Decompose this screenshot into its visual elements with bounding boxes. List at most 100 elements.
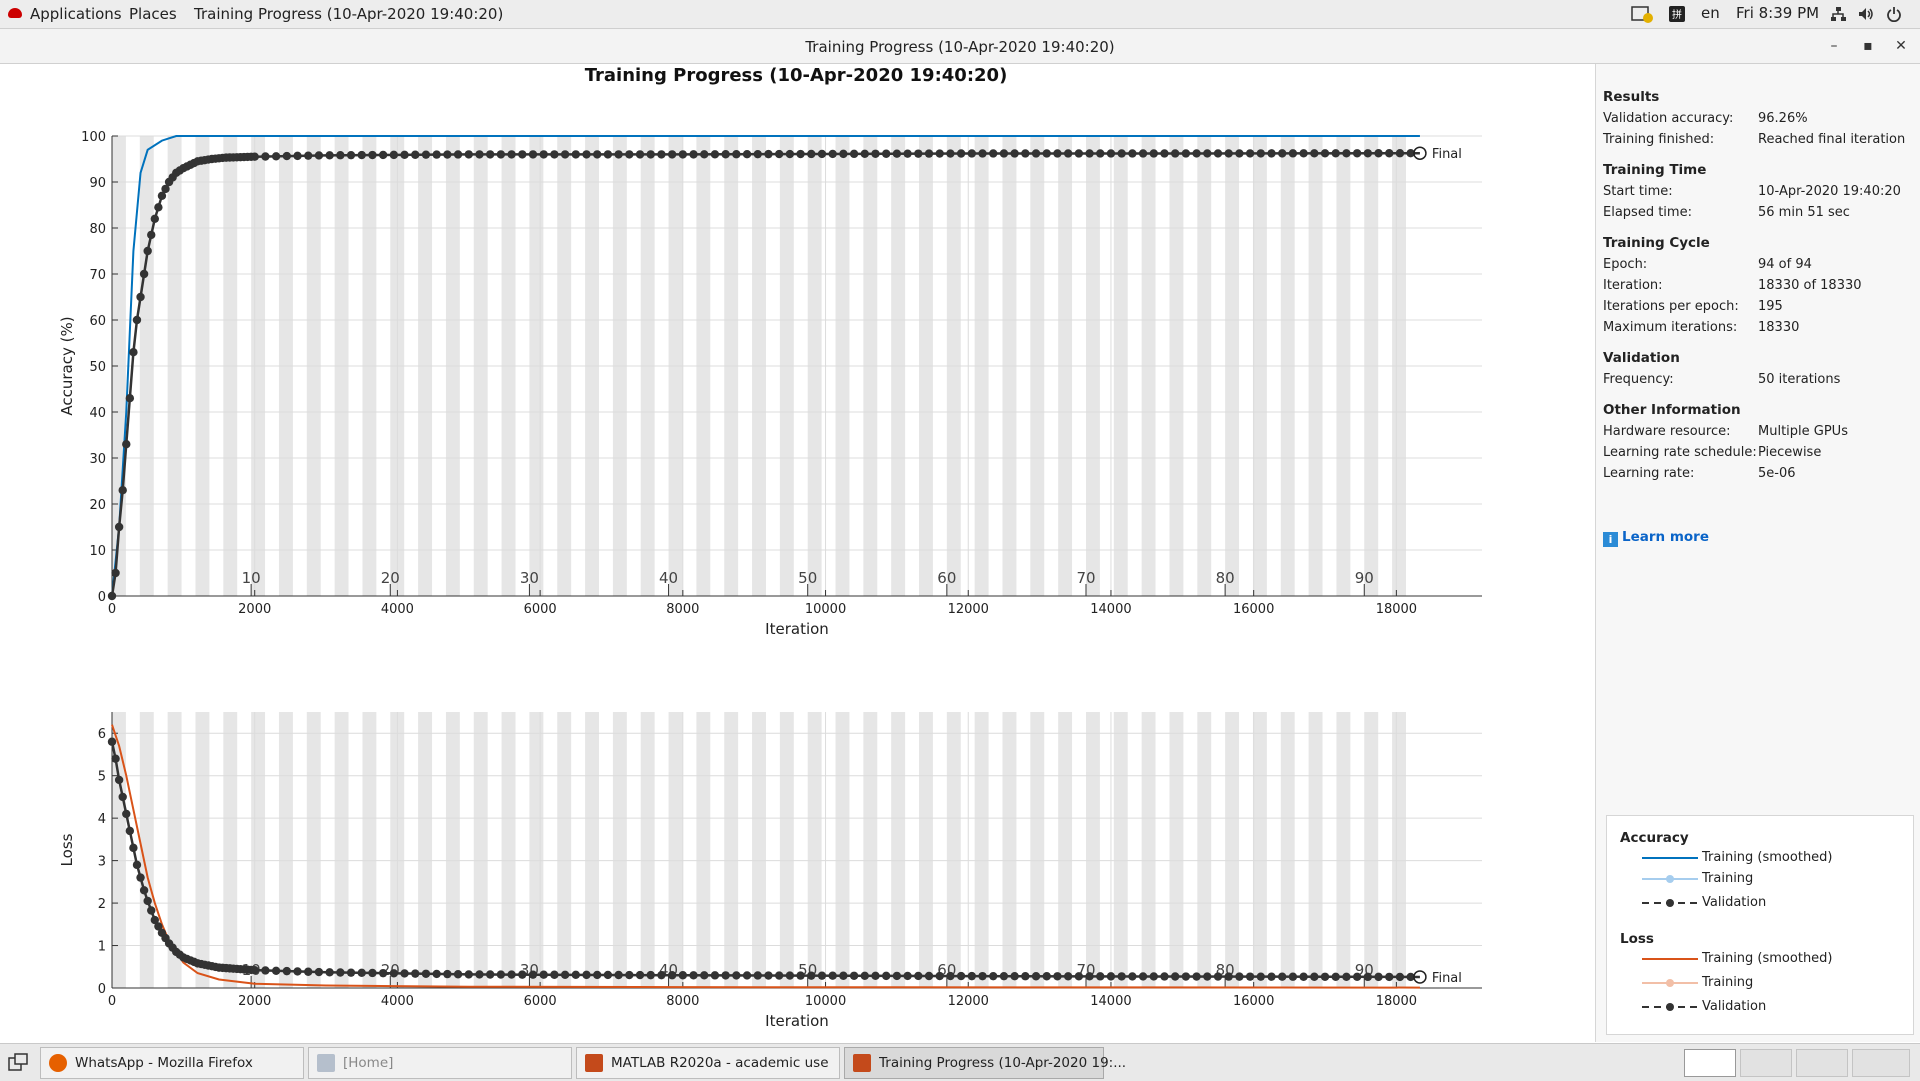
epoch-band <box>557 712 572 988</box>
learn-more-link[interactable]: i Learn more <box>1603 529 1709 547</box>
validation-point <box>785 149 795 159</box>
validation-point <box>1245 149 1255 158</box>
validation-point <box>689 150 698 159</box>
validation-point <box>357 150 366 160</box>
workspace-1[interactable] <box>1684 1049 1736 1077</box>
validation-point <box>796 971 805 980</box>
validation-point <box>764 971 773 980</box>
epoch-band <box>501 712 516 988</box>
y-tick-label: 0 <box>98 590 106 605</box>
validation-point <box>518 150 527 159</box>
workspace-3[interactable] <box>1796 1049 1848 1077</box>
y-tick-label: 90 <box>89 176 106 191</box>
validation-point <box>817 149 827 159</box>
validation-point <box>571 970 581 980</box>
validation-point <box>1374 149 1383 158</box>
minimize-button[interactable]: – <box>1830 38 1838 54</box>
info-icon: i <box>1603 532 1618 547</box>
input-method-icon[interactable]: 拼 <box>1669 6 1685 22</box>
validation-point <box>807 971 816 980</box>
x-tick-label: 14000 <box>1090 994 1131 1009</box>
workspace-2[interactable] <box>1740 1049 1792 1077</box>
legend-item: Training (smoothed) <box>1702 850 1833 865</box>
validation-point <box>1063 972 1073 981</box>
validation-point <box>667 150 677 159</box>
validation-point <box>1288 972 1298 981</box>
validation-point <box>378 968 388 978</box>
validation-point <box>293 967 302 976</box>
places-menu[interactable]: Places <box>129 5 177 23</box>
validation-point <box>989 149 998 158</box>
y-tick-label: 40 <box>89 406 106 421</box>
validation-point <box>1310 149 1319 158</box>
validation-point <box>1245 972 1255 981</box>
legend-item: Validation <box>1702 999 1767 1014</box>
validation-point <box>1310 972 1319 981</box>
y-tick-label: 6 <box>98 727 106 742</box>
validation-point <box>325 151 334 160</box>
top-panel: Applications Places Training Progress (1… <box>0 0 1920 29</box>
validation-point <box>1021 972 1030 981</box>
validation-point <box>1406 972 1415 982</box>
validation-point <box>496 970 506 979</box>
info-value: Multiple GPUs <box>1758 424 1848 439</box>
validation-point <box>1352 972 1362 982</box>
validation-point <box>646 970 655 980</box>
task-home[interactable]: [Home] <box>308 1047 572 1079</box>
x-tick-label: 8000 <box>666 994 699 1009</box>
network-icon[interactable] <box>1830 6 1846 22</box>
validation-point <box>989 971 998 981</box>
x-tick-label: 4000 <box>381 994 414 1009</box>
validation-point <box>136 292 145 302</box>
validation-point <box>485 150 495 159</box>
validation-point <box>304 967 313 976</box>
epoch-band <box>1308 712 1323 988</box>
validation-point <box>764 149 773 159</box>
language-indicator[interactable]: en <box>1701 4 1720 22</box>
clock[interactable]: Fri 8:39 PM <box>1736 4 1820 22</box>
y-tick-label: 80 <box>89 222 106 237</box>
task-training-progress[interactable]: Training Progress (10-Apr-2020 19:... <box>844 1047 1126 1079</box>
workspace-4[interactable] <box>1852 1049 1910 1077</box>
active-window-menu[interactable]: Training Progress (10-Apr-2020 19:40:20) <box>194 5 504 23</box>
validation-point <box>828 971 837 980</box>
validation-point <box>742 149 752 159</box>
final-marker <box>1413 970 1427 984</box>
epoch-band <box>362 712 377 988</box>
volume-icon[interactable] <box>1858 6 1874 22</box>
info-value: 50 iterations <box>1758 372 1841 387</box>
validation-point <box>111 568 120 578</box>
legend-swatch-accuracy-smoothed <box>1642 857 1698 859</box>
applications-menu[interactable]: Applications <box>30 5 122 23</box>
validation-point <box>700 971 709 980</box>
validation-point <box>1181 149 1191 158</box>
maximize-button[interactable]: ▪ <box>1863 38 1873 54</box>
show-desktop-icon[interactable] <box>8 1053 28 1073</box>
y-tick-label: 3 <box>98 855 106 870</box>
task-firefox[interactable]: WhatsApp - Mozilla Firefox <box>40 1047 304 1079</box>
validation-point <box>1031 972 1041 981</box>
x-tick-label: 18000 <box>1376 602 1417 617</box>
validation-point <box>1138 149 1148 158</box>
power-icon[interactable] <box>1886 6 1902 22</box>
validation-point <box>453 150 463 159</box>
validation-point <box>1138 972 1148 981</box>
epoch-band <box>1280 712 1295 988</box>
close-button[interactable]: ✕ <box>1895 38 1907 54</box>
validation-point <box>956 971 966 981</box>
matlab-icon <box>585 1054 603 1072</box>
epoch-band <box>891 712 906 988</box>
validation-point <box>946 971 955 981</box>
epoch-band <box>974 712 989 988</box>
validation-point <box>432 969 441 979</box>
notification-icon[interactable] <box>1630 4 1654 24</box>
info-value: 94 of 94 <box>1758 257 1812 272</box>
validation-point <box>1363 149 1373 158</box>
validation-point <box>721 971 730 980</box>
legend-box: Accuracy Training (smoothed) Training Va… <box>1606 815 1914 1035</box>
taskbar: WhatsApp - Mozilla Firefox [Home] MATLAB… <box>0 1043 1920 1081</box>
validation-point <box>1203 972 1212 981</box>
task-matlab[interactable]: MATLAB R2020a - academic use <box>576 1047 840 1079</box>
validation-point <box>828 149 837 159</box>
epoch-band <box>946 712 961 988</box>
